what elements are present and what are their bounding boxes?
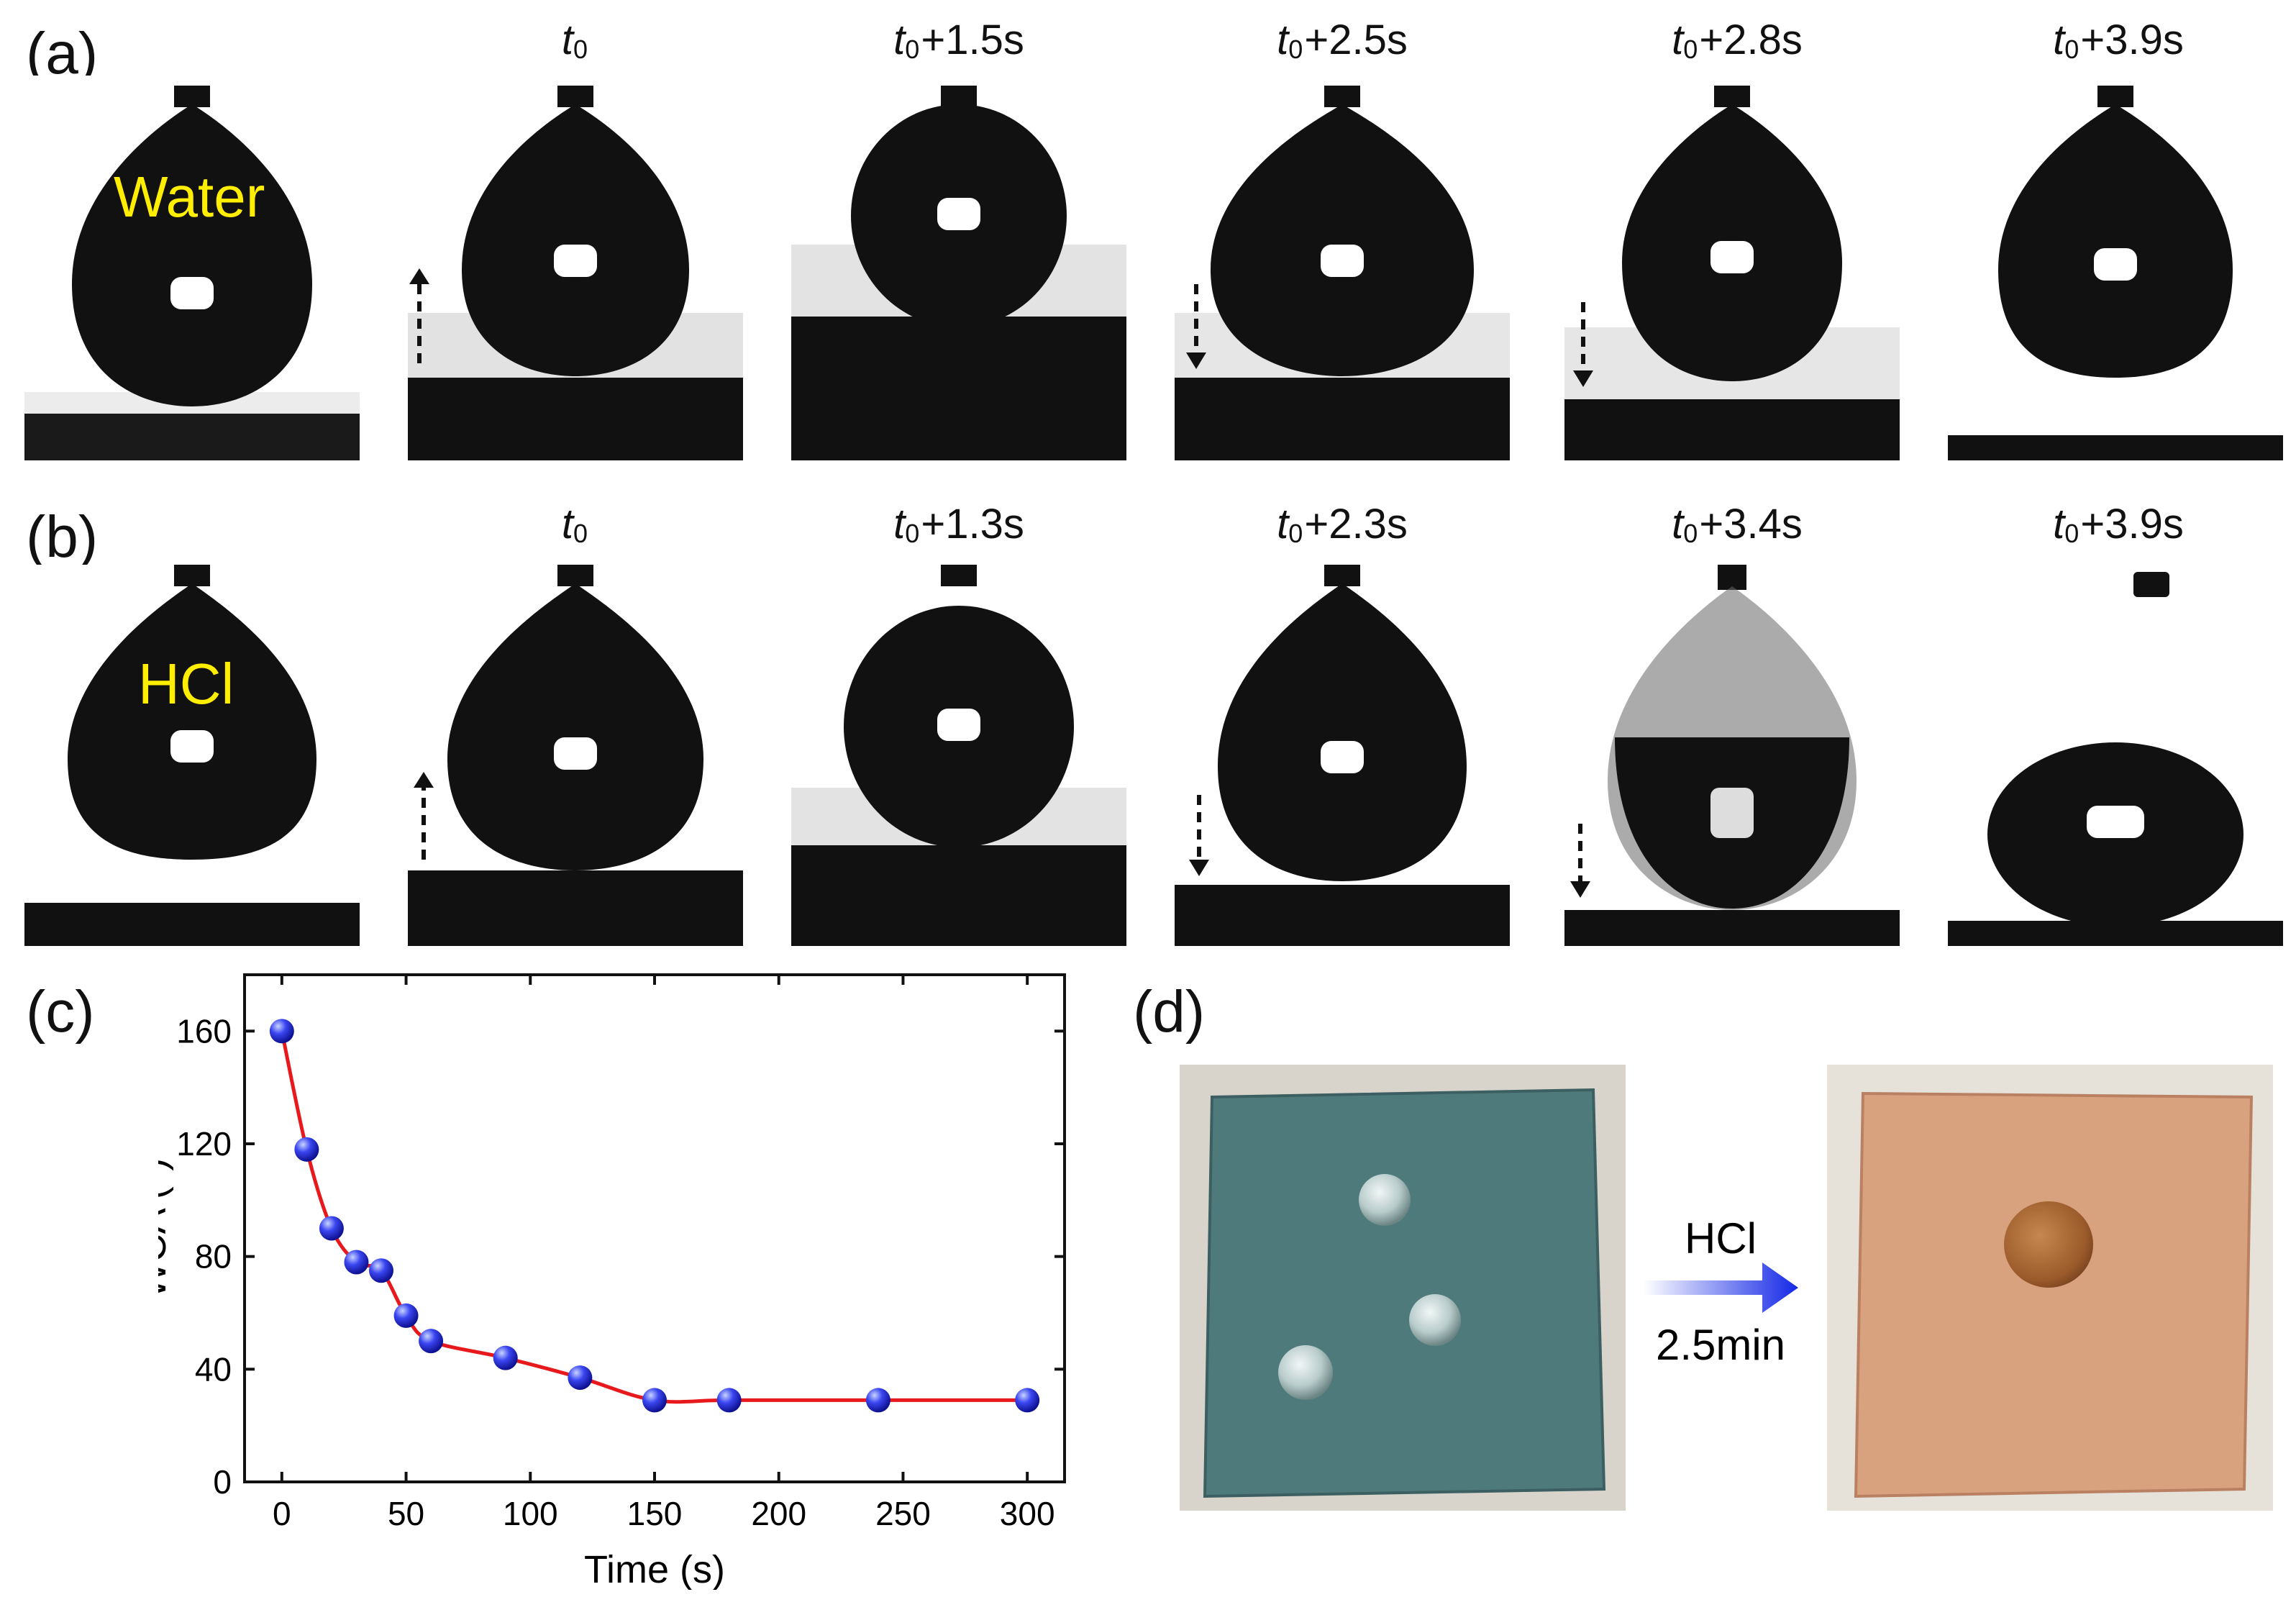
droplet-frame-b-0: [24, 565, 360, 946]
droplet-frame-b-4: [1564, 565, 1900, 946]
y-axis-label: WCA (°): [158, 1158, 174, 1299]
chart-points: [269, 1019, 1040, 1413]
water-drop-2: [1409, 1294, 1461, 1346]
droplet-frame-a-3: [1175, 76, 1510, 460]
panel-d-label: (d): [1133, 979, 1206, 1045]
droplet-frame-b-3: [1175, 565, 1510, 946]
series-line: [280, 1030, 1028, 1404]
droplet-frame-a-0: [24, 76, 360, 460]
water-drop-1: [1359, 1174, 1411, 1226]
time-label-a-3: t0+2.5s: [1277, 17, 1408, 64]
droplet-frame-b-2: [791, 565, 1126, 946]
y-tick-label-40: 40: [195, 1350, 232, 1388]
droplet-frame-b-1: [408, 565, 743, 946]
data-point-20: [319, 1216, 344, 1241]
x-axis-label: Time (s): [584, 1548, 725, 1590]
x-tick-label-300: 300: [1000, 1495, 1055, 1532]
wca-chart: 0 50 100 150 200 250 300 0 40 80 120 160 Time (s) WCA…: [158, 973, 1066, 1590]
time-label-b-4: t0+3.4s: [1672, 501, 1803, 548]
liquid-label-water: Water: [114, 165, 265, 229]
transform-arrow: [1644, 1262, 1798, 1313]
arrow-top-text: HCl: [1685, 1214, 1757, 1262]
x-tick-label-0: 0: [273, 1495, 291, 1532]
y-tick-label-80: 80: [195, 1238, 232, 1275]
panel-b-label: (b): [26, 504, 99, 570]
y-tick-label-0: 0: [213, 1463, 232, 1501]
x-tick-label-200: 200: [751, 1495, 806, 1532]
droplet-frame-a-4: [1564, 76, 1900, 460]
time-label-b-5: t0+3.9s: [2053, 501, 2184, 548]
data-point-60: [419, 1329, 444, 1354]
liquid-label-hcl: HCl: [138, 652, 234, 716]
sample-photos: HCl 2.5min: [1180, 1065, 2273, 1511]
droplet-frame-a-2: [791, 76, 1126, 460]
x-tick-label-250: 250: [875, 1495, 931, 1532]
data-point-120: [568, 1365, 593, 1391]
time-label-b-2: t0+1.3s: [893, 501, 1024, 548]
time-label-b-1: t0: [561, 501, 588, 548]
x-tick-label-100: 100: [503, 1495, 558, 1532]
data-point-300: [1015, 1388, 1040, 1413]
data-point-90: [493, 1345, 518, 1370]
x-tick-label-50: 50: [388, 1495, 424, 1532]
chart-labels: 0 50 100 150 200 250 300 0 40 80 120 160 Time (s) WCA…: [158, 1012, 1055, 1590]
data-point-240: [865, 1388, 890, 1413]
hcl-drop: [2004, 1201, 2093, 1288]
droplet-frame-a-1: [408, 76, 743, 460]
arrow-bottom-text: 2.5min: [1656, 1321, 1785, 1369]
data-point-150: [642, 1388, 667, 1413]
data-point-40: [369, 1258, 393, 1283]
time-label-a-1: t0: [561, 17, 588, 64]
y-tick-label-160: 160: [176, 1012, 232, 1050]
mesh-plate-photo: [1180, 1065, 1626, 1511]
panel-a-label: (a): [26, 21, 99, 86]
droplet-frame-b-5: [1948, 565, 2283, 946]
data-point-50: [393, 1303, 419, 1328]
chart-axes: [243, 973, 1066, 1483]
data-point-0: [269, 1019, 294, 1044]
y-tick-label-120: 120: [176, 1125, 232, 1163]
time-label-a-4: t0+2.8s: [1672, 17, 1803, 64]
chart-line: [280, 1030, 1028, 1404]
droplet-frame-a-5: [1948, 76, 2283, 460]
copper-plate-photo: [1827, 1065, 2273, 1511]
data-point-10: [294, 1137, 319, 1162]
data-point-180: [716, 1388, 742, 1413]
x-tick-label-150: 150: [627, 1495, 683, 1532]
panel-c-label: (c): [26, 979, 95, 1045]
data-point-30: [344, 1250, 369, 1275]
time-label-a-2: t0+1.5s: [893, 17, 1024, 64]
water-drop-3: [1278, 1345, 1333, 1400]
time-label-b-3: t0+2.3s: [1277, 501, 1408, 548]
time-label-a-5: t0+3.9s: [2053, 17, 2184, 64]
